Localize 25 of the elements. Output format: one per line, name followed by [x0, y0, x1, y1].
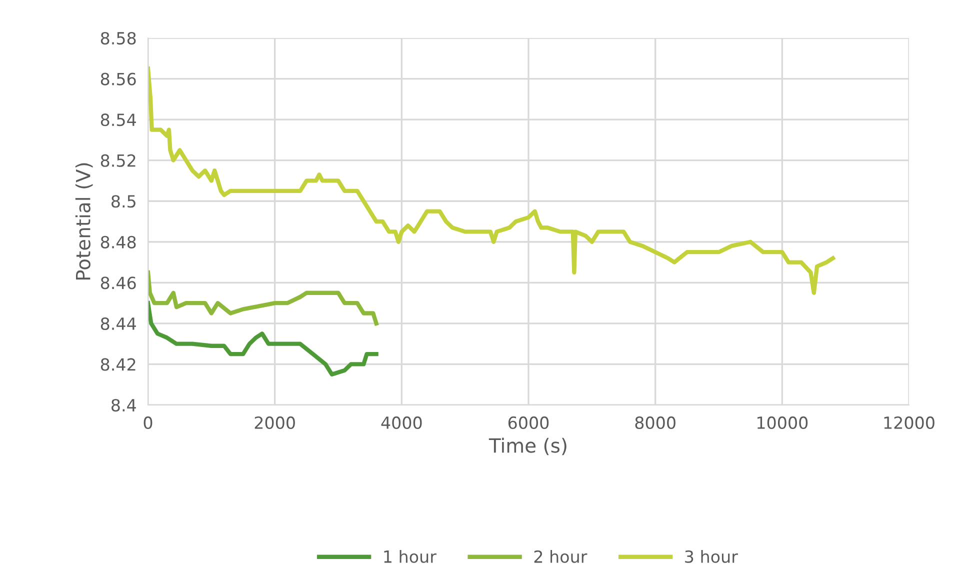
line-series — [148, 300, 378, 376]
y-tick-label: 8.58 — [100, 32, 136, 45]
legend-label: 2 hour — [534, 550, 588, 563]
x-tick-label: 10000 — [757, 416, 808, 430]
legend-label: 3 hour — [685, 550, 738, 563]
y-axis-title: Potential (V) — [75, 163, 93, 280]
x-tick-label: 6000 — [508, 416, 549, 430]
y-tick-label: 8.54 — [100, 114, 136, 126]
line-series — [148, 270, 378, 326]
y-tick-label: 8.42 — [100, 358, 136, 371]
legend-label: 1 hour — [384, 550, 436, 563]
y-tick-label: 8.44 — [100, 317, 136, 330]
x-tick-label: 4000 — [381, 416, 422, 430]
x-tick-label: 2000 — [254, 416, 295, 430]
y-tick-label: 8.56 — [100, 72, 136, 86]
y-tick-label: 8.5 — [112, 195, 136, 208]
y-tick-label: 8.4 — [112, 398, 136, 412]
y-tick-label: 8.52 — [100, 154, 136, 167]
x-axis-title: Time (s) — [488, 438, 566, 456]
x-tick-label: 0 — [144, 416, 152, 430]
line-series — [148, 66, 835, 295]
x-tick-label: 12000 — [884, 416, 934, 430]
x-tick-label: 8000 — [635, 416, 676, 430]
y-tick-label: 8.46 — [100, 276, 136, 290]
y-tick-label: 8.48 — [100, 236, 136, 248]
